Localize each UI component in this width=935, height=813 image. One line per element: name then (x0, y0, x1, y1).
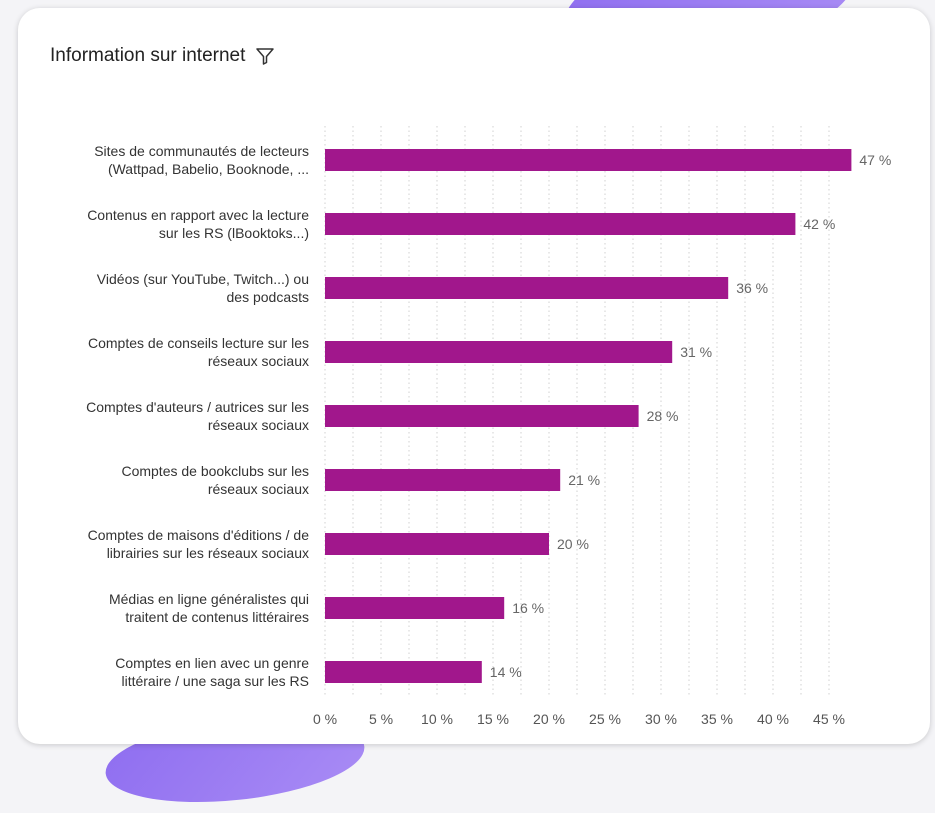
x-tick-label: 25 % (589, 711, 621, 727)
category-label-line: (Wattpad, Babelio, Booknode, ... (108, 161, 309, 177)
category-label: Sites de communautés de lecteurs (Wattpad… (94, 143, 309, 177)
filter-icon[interactable] (255, 46, 275, 66)
category-label-line: Comptes en lien avec un genre (115, 655, 309, 671)
category-label-line: des podcasts (227, 289, 310, 305)
value-label: 14 % (490, 664, 522, 680)
chart-card: Information sur internet Sites de commun… (18, 8, 930, 744)
category-label-line: Comptes de conseils lecture sur les (88, 335, 309, 351)
bar (325, 533, 549, 555)
category-label-line: Comptes de bookclubs sur les (121, 463, 309, 479)
value-label: 36 % (736, 280, 768, 296)
category-label-line: sur les RS (lBooktoks...) (159, 225, 309, 241)
x-tick-label: 5 % (369, 711, 393, 727)
bars (325, 149, 852, 683)
value-label: 47 % (859, 152, 891, 168)
x-tick-label: 20 % (533, 711, 565, 727)
x-tick-label: 40 % (757, 711, 789, 727)
value-label: 20 % (557, 536, 589, 552)
category-label: Vidéos (sur YouTube, Twitch...) ou des po… (97, 271, 309, 305)
value-label: 21 % (568, 472, 600, 488)
category-labels: Sites de communautés de lecteurs (Wattpad… (86, 143, 309, 689)
category-label: Comptes de bookclubs sur les réseaux soci… (121, 463, 309, 497)
category-label-line: Vidéos (sur YouTube, Twitch...) ou (97, 271, 309, 287)
category-label-line: réseaux sociaux (208, 481, 309, 497)
category-label: Comptes de conseils lecture sur les résea… (88, 335, 309, 369)
bar (325, 597, 505, 619)
x-axis-ticks: 0 % 5 % 10 % 15 % 20 % 25 % 30 % 35 % 40 % 45 % (313, 711, 845, 727)
category-label-line: littéraire / une saga sur les RS (121, 673, 309, 689)
category-label: Comptes en lien avec un genre littéraire … (115, 655, 309, 689)
value-label: 31 % (680, 344, 712, 360)
value-labels: 47 % 42 % 36 % 31 % 28 % 21 % 20 % 16 % 14 % (490, 152, 892, 680)
bar (325, 341, 673, 363)
bar (325, 149, 852, 171)
bar-chart: Sites de communautés de lecteurs (Wattpad… (86, 126, 892, 727)
bar (325, 469, 561, 491)
category-label-line: Contenus en rapport avec la lecture (87, 207, 309, 223)
category-label-line: traitent de contenus littéraires (125, 609, 309, 625)
bar (325, 213, 796, 235)
x-tick-label: 10 % (421, 711, 453, 727)
x-tick-label: 45 % (813, 711, 845, 727)
x-tick-label: 15 % (477, 711, 509, 727)
category-label-line: Sites de communautés de lecteurs (94, 143, 309, 159)
x-tick-label: 0 % (313, 711, 337, 727)
card-header: Information sur internet (50, 44, 275, 68)
bar (325, 277, 729, 299)
bar (325, 405, 639, 427)
category-label-line: Comptes de maisons d'éditions / de (88, 527, 310, 543)
value-label: 16 % (512, 600, 544, 616)
category-label-line: Médias en ligne généralistes qui (109, 591, 309, 607)
category-label-line: Comptes d'auteurs / autrices sur les (86, 399, 309, 415)
chart-title: Information sur internet (50, 45, 246, 66)
x-tick-label: 35 % (701, 711, 733, 727)
category-label-line: réseaux sociaux (208, 353, 309, 369)
category-label: Comptes d'auteurs / autrices sur les rése… (86, 399, 309, 433)
category-label: Médias en ligne généralistes qui traitent… (109, 591, 309, 625)
x-tick-label: 30 % (645, 711, 677, 727)
value-label: 42 % (803, 216, 835, 232)
value-label: 28 % (647, 408, 679, 424)
category-label-line: réseaux sociaux (208, 417, 309, 433)
category-label: Contenus en rapport avec la lecture sur l… (87, 207, 309, 241)
bar (325, 661, 482, 683)
category-label-line: librairies sur les réseaux sociaux (107, 545, 309, 561)
category-label: Comptes de maisons d'éditions / de librai… (88, 527, 310, 561)
